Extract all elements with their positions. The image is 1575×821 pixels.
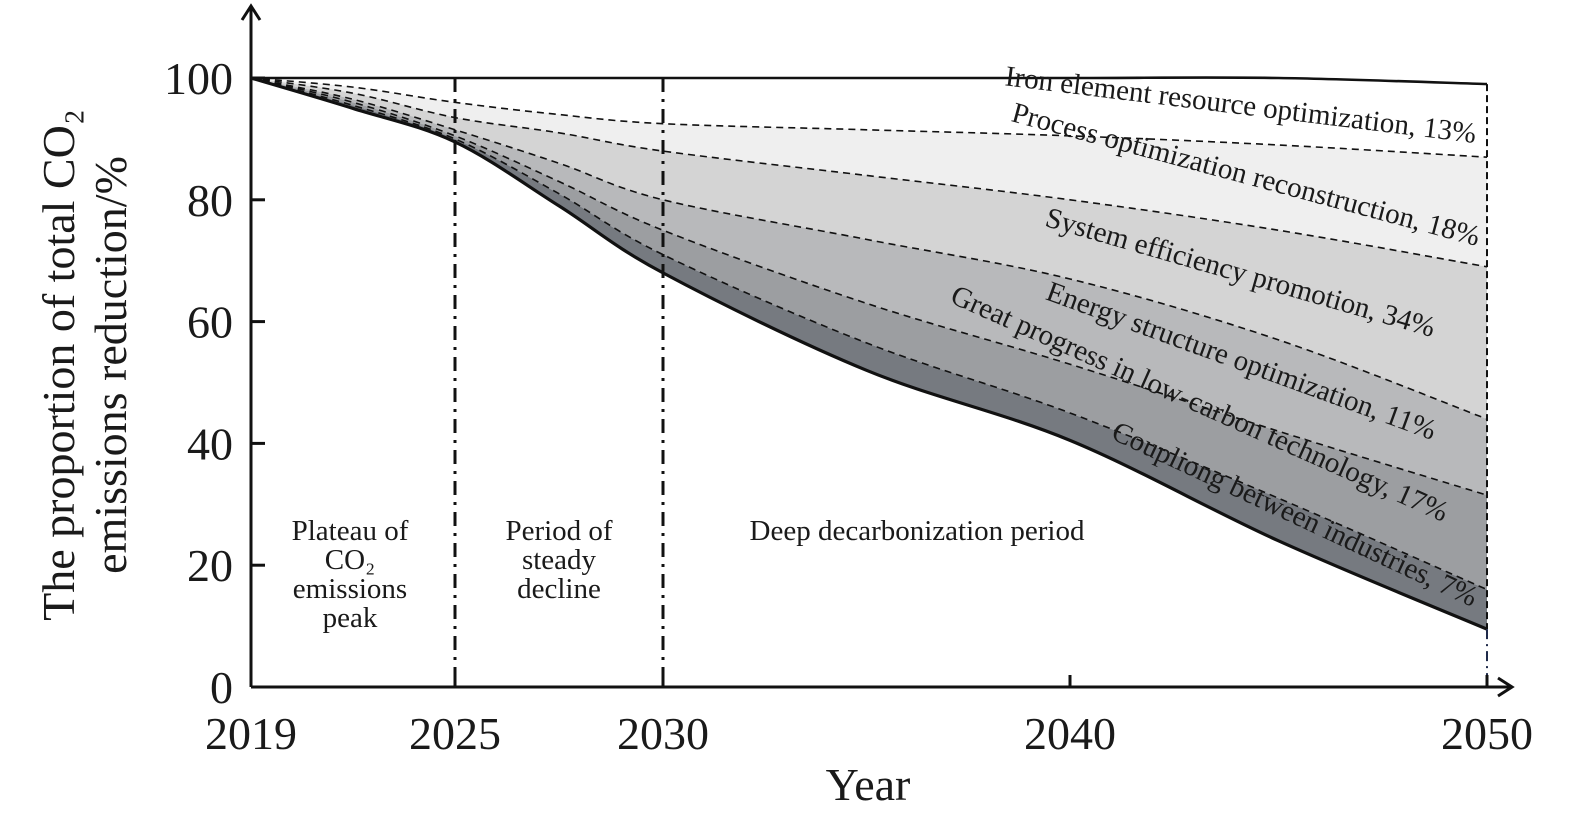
band-4 (251, 78, 1487, 496)
y-tick-label: 100 (164, 53, 233, 104)
period-label-1: peak (323, 602, 378, 634)
x-tick-label: 2030 (617, 708, 709, 759)
y-axis-title-line-1: The proportion of total CO₂ (33, 109, 84, 621)
y-tick-label: 80 (187, 175, 233, 226)
band-5 (251, 78, 1487, 590)
band-3 (251, 78, 1487, 420)
x-axis-title: Year (826, 759, 911, 810)
y-tick-label: 20 (187, 540, 233, 591)
x-tick-label: 2050 (1441, 708, 1533, 759)
y-axis-title-line-2: emissions reduction/% (85, 156, 136, 574)
band-2 (251, 78, 1487, 267)
boundary-line-2 (250, 77, 1488, 268)
y-axis-arrow (240, 3, 262, 21)
period-label-2: decline (517, 573, 601, 605)
y-tick-label: 0 (210, 662, 233, 713)
period-label-1: emissions (293, 573, 407, 605)
boundary-line-1 (250, 77, 1488, 158)
x-tick-label: 2025 (409, 708, 501, 759)
period-dividers (453, 78, 665, 687)
x-tick-label: 2019 (205, 708, 297, 759)
period-label-1: CO₂ (325, 544, 375, 576)
boundary-lines (250, 76, 1488, 687)
boundary-line-3 (250, 77, 1488, 420)
period-label-2: Period of (505, 515, 612, 547)
boundary-line-0 (250, 76, 1488, 86)
boundary-line-6 (250, 76, 1488, 631)
y-tick-label: 60 (187, 297, 233, 348)
period-label-1: Plateau of (292, 515, 409, 547)
band-1 (251, 77, 1487, 158)
x-tick-label: 2040 (1024, 708, 1116, 759)
boundary-line-5 (250, 77, 1488, 591)
period-label-3: Deep decarbonization period (750, 515, 1085, 547)
axes (240, 3, 1515, 698)
y-tick-label: 40 (187, 418, 233, 469)
boundary-line-4 (250, 77, 1488, 496)
period-label-2: steady (522, 544, 597, 576)
x-axis-arrow (1497, 676, 1515, 698)
